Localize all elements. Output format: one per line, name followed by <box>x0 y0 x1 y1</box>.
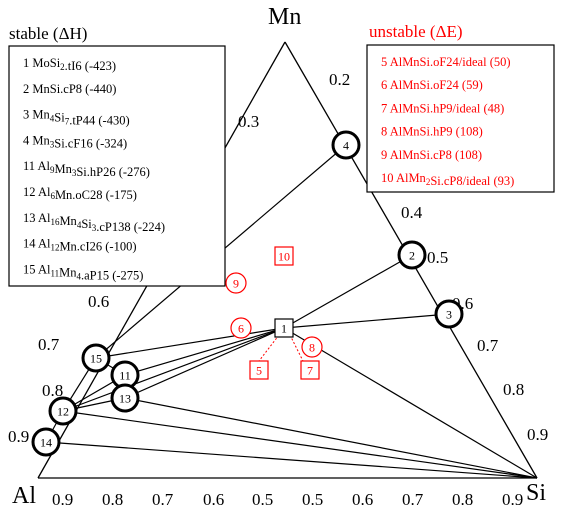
stable-legend-item: 2 MnSi.cP8 (-440) <box>23 82 116 96</box>
stable-legend-item: 15 Al11Mn4.aP15 (-275) <box>23 262 143 282</box>
phase-marker-6: 6 <box>230 317 252 339</box>
tick-label: 0.7 <box>152 490 174 506</box>
tick-label: 0.8 <box>452 490 473 506</box>
corner-label-si: Si <box>526 480 546 506</box>
tick-label: 0.9 <box>8 427 29 446</box>
tick-label: 0.9 <box>52 490 73 506</box>
phase-label: 1 <box>281 322 287 336</box>
phase-marker-15: 15 <box>81 343 111 373</box>
stable-legend-item: 11 Al9Mn3Si.hP26 (-276) <box>23 159 150 179</box>
corner-label-al: Al <box>12 483 36 506</box>
phase-label: 5 <box>256 364 262 378</box>
tick-label: 0.7 <box>38 335 60 354</box>
unstable-legend-item: 7 AlMnSi.hP9/ideal (48) <box>381 101 504 115</box>
tick-label: 0.6 <box>88 292 109 311</box>
phase-label: 2 <box>409 249 415 263</box>
phase-marker-13: 13 <box>110 383 140 413</box>
phase-label: 4 <box>343 139 349 153</box>
unstable-legend-item: 8 AlMnSi.hP9 (108) <box>381 125 483 139</box>
phase-marker-3: 3 <box>434 299 464 329</box>
stable-phases: 4 2 3 1 15 11 13 12 <box>31 130 464 457</box>
phase-label: 15 <box>90 352 102 366</box>
tick-label: 0.5 <box>252 490 273 506</box>
phase-label: 11 <box>119 369 131 383</box>
phase-label: 3 <box>446 308 452 322</box>
phase-label: 12 <box>57 405 69 419</box>
unstable-legend-item: 10 AlMn2Si.cP8/ideal (93) <box>381 171 514 188</box>
tick-label: 0.2 <box>329 70 350 89</box>
stable-legend-item: 3 Mn4Si7.tP44 (-430) <box>23 108 130 128</box>
phase-label: 8 <box>309 341 315 355</box>
stable-legend-item: 1 MoSi2.tI6 (-423) <box>23 56 116 73</box>
tick-label: 0.8 <box>42 381 63 400</box>
stable-legend-item: 14 Al12Mn.cI26 (-100) <box>23 237 137 254</box>
tick-label: 0.9 <box>527 425 548 444</box>
stable-legend-box <box>8 45 226 287</box>
right-axis-ticks: 0.9 0.8 0.7 0.6 0.5 0.4 0.2 <box>329 70 548 444</box>
phase-marker-9: 9 <box>225 272 247 294</box>
tick-label: 0.6 <box>203 490 224 506</box>
bottom-axis-ticks: 0.9 0.8 0.7 0.6 0.5 0.5 0.6 0.7 0.8 0.9 <box>52 490 523 509</box>
phase-marker-5: 5 <box>249 360 269 380</box>
unstable-phases: 10 9 6 8 5 7 <box>225 246 323 380</box>
phase-label: 6 <box>238 322 244 336</box>
unstable-legend-item: 9 AlMnSi.cP8 (108) <box>381 148 482 162</box>
phase-label: 13 <box>119 392 131 406</box>
phase-label: 7 <box>307 364 313 378</box>
left-axis-ticks: 0.9 0.8 0.7 0.6 0.3 <box>8 112 259 446</box>
phase-label: 9 <box>233 277 239 291</box>
phase-marker-8: 8 <box>301 336 323 358</box>
tick-label: 0.3 <box>238 112 259 131</box>
stable-legend-title: stable (ΔH) <box>9 24 87 43</box>
tick-label: 0.5 <box>427 248 448 267</box>
phase-label: 10 <box>278 250 290 264</box>
corner-label-mn: Mn <box>268 4 301 30</box>
phase-marker-1: 1 <box>274 318 294 338</box>
phase-marker-14: 14 <box>31 427 61 457</box>
phase-marker-7: 7 <box>300 360 320 380</box>
unstable-connectors <box>258 334 304 362</box>
unstable-legend-item: 5 AlMnSi.oF24/ideal (50) <box>381 55 511 69</box>
tick-label: 0.8 <box>102 490 123 506</box>
phase-marker-10: 10 <box>274 246 294 266</box>
stable-legend-item: 4 Mn3Si.cF16 (-324) <box>23 133 127 150</box>
phase-marker-2: 2 <box>397 240 427 270</box>
stable-legend: stable (ΔH) 1 MoSi2.tI6 (-423) 2 MnSi.cP8… <box>8 24 226 287</box>
unstable-legend-title: unstable (ΔE) <box>369 22 463 41</box>
tick-label: 0.4 <box>401 203 423 222</box>
tick-label: 0.8 <box>503 380 524 399</box>
tick-label: 0.9 <box>502 490 523 506</box>
phase-marker-4: 4 <box>331 130 361 160</box>
phase-marker-12: 12 <box>48 396 78 426</box>
unstable-legend-item: 6 AlMnSi.oF24 (59) <box>381 78 483 92</box>
tick-label: 0.6 <box>352 490 373 506</box>
phase-marker-11: 11 <box>110 360 140 390</box>
tick-label: 0.7 <box>402 490 424 506</box>
tick-label: 0.7 <box>477 336 499 355</box>
unstable-legend-box <box>366 44 555 193</box>
unstable-legend: unstable (ΔE) 5 AlMnSi.oF24/ideal (50) 6 … <box>366 22 555 193</box>
stable-legend-item: 13 Al16Mn4Si3.cP138 (-224) <box>23 211 165 234</box>
phase-label: 14 <box>40 436 52 450</box>
tick-label: 0.5 <box>302 490 323 506</box>
stable-legend-item: 12 Al6Mn.oC28 (-175) <box>23 185 137 202</box>
